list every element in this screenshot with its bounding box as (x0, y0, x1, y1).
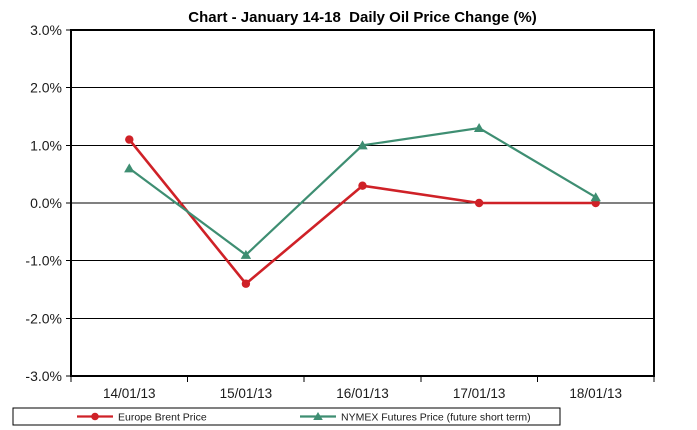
data-point-marker-triangle (240, 249, 252, 259)
series-line-brent (128, 138, 596, 286)
y-tick-label: -1.0% (25, 253, 62, 269)
data-point-marker-circle (358, 181, 367, 190)
plot-border (70, 29, 655, 377)
data-point-marker-circle (474, 198, 484, 208)
y-tick-label: 3.0% (30, 22, 62, 38)
legend-box (12, 407, 561, 426)
x-tick-label: 16/01/13 (336, 386, 389, 401)
data-point-marker-circle (125, 135, 134, 144)
data-point-marker-circle (241, 279, 251, 288)
y-tick-label: 2.0% (30, 80, 62, 96)
y-tick-label: 1.0% (30, 137, 62, 153)
data-point-marker-triangle (590, 192, 601, 202)
legend-label: NYMEX Futures Price (future short term) (341, 411, 531, 423)
y-tick-label: -3.0% (25, 368, 62, 384)
x-tick-label: 18/01/13 (569, 386, 622, 401)
x-tick-label: 17/01/13 (453, 386, 506, 401)
data-point-marker-triangle (473, 123, 485, 133)
data-point-marker-triangle (124, 163, 135, 173)
y-tick-label: -2.0% (25, 310, 62, 326)
chart-title: Chart - January 14-18 Daily Oil Price Ch… (188, 9, 537, 26)
x-tick-label: 14/01/13 (103, 386, 156, 401)
legend-label: Europe Brent Price (118, 411, 207, 423)
y-tick-label: 0.0% (30, 195, 62, 211)
legend-marker-icon (91, 412, 99, 421)
data-point-marker-triangle (357, 140, 368, 150)
x-tick-label: 15/01/13 (220, 386, 273, 401)
legend-marker-icon (313, 412, 323, 420)
